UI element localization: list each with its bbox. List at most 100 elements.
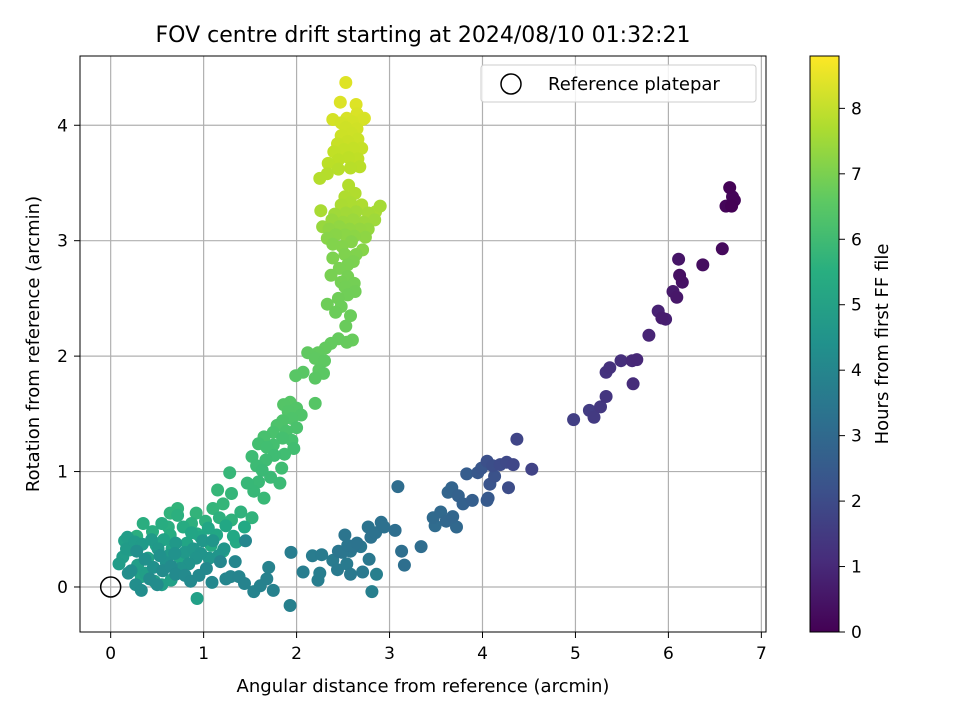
data-point <box>339 76 353 89</box>
data-point <box>333 95 347 109</box>
data-point <box>630 353 644 367</box>
data-point <box>342 151 356 165</box>
data-point <box>206 502 220 515</box>
data-point <box>723 181 737 195</box>
data-point <box>225 487 238 500</box>
data-point <box>450 520 463 534</box>
data-point <box>219 519 233 533</box>
data-point <box>155 517 169 530</box>
data-point <box>673 268 687 282</box>
data-point <box>388 523 402 537</box>
x-tick-label: 6 <box>663 644 674 664</box>
legend: Reference platepar <box>480 64 757 103</box>
chart-title: FOV centre drift starting at 2024/08/10 … <box>156 23 691 48</box>
y-tick-label: 4 <box>57 116 68 136</box>
data-point <box>313 566 327 580</box>
data-points <box>112 76 741 612</box>
x-tick-label: 0 <box>105 644 116 664</box>
data-point <box>153 549 167 563</box>
data-point <box>238 577 251 590</box>
data-point <box>205 575 219 589</box>
colorbar-label: Hours from first FF file <box>872 244 893 445</box>
data-point <box>223 466 237 480</box>
data-point <box>715 242 729 256</box>
data-point <box>377 520 391 534</box>
data-point <box>331 153 345 167</box>
data-point <box>344 309 357 323</box>
y-tick-label: 1 <box>57 463 68 483</box>
data-point <box>373 199 387 213</box>
data-point <box>350 536 364 550</box>
data-point <box>362 552 376 566</box>
colorbar-tick-label: 4 <box>851 361 862 381</box>
grid <box>80 56 766 632</box>
data-point <box>655 311 669 325</box>
data-point <box>587 410 601 424</box>
colorbar-tick-label: 1 <box>851 558 862 578</box>
x-tick-label: 5 <box>570 644 581 664</box>
data-point <box>670 290 684 304</box>
x-axis-label: Angular distance from reference (arcmin) <box>237 676 610 697</box>
data-point <box>259 453 273 467</box>
x-tick-label: 7 <box>756 644 767 664</box>
y-tick-label: 2 <box>57 347 68 367</box>
data-point <box>599 390 613 403</box>
data-point <box>368 213 382 227</box>
legend-entry-reference-platepar: Reference platepar <box>548 74 720 95</box>
data-point <box>124 564 138 578</box>
data-point <box>340 557 354 571</box>
data-point <box>672 252 686 266</box>
data-point <box>594 400 607 414</box>
data-point <box>320 297 334 311</box>
data-point <box>185 526 198 540</box>
data-point <box>211 483 225 497</box>
data-point <box>626 377 640 391</box>
data-point <box>308 371 322 385</box>
y-axis-label: Rotation from reference (arcmin) <box>23 196 44 492</box>
data-point <box>324 268 338 282</box>
data-point <box>414 540 428 554</box>
y-axis-ticks: 0 1 2 3 4 <box>57 116 80 598</box>
data-point <box>290 421 304 435</box>
colorbar-tick-label: 8 <box>851 99 862 119</box>
data-point <box>145 533 159 547</box>
data-point <box>190 592 204 605</box>
x-tick-label: 3 <box>384 644 395 664</box>
data-point <box>326 237 340 251</box>
data-point <box>289 369 303 383</box>
data-point <box>112 557 126 571</box>
data-point <box>138 552 152 566</box>
data-point <box>266 583 280 597</box>
data-point <box>169 536 183 550</box>
data-point <box>446 510 460 524</box>
data-point <box>356 565 370 579</box>
data-point <box>308 396 322 410</box>
data-point <box>262 560 276 574</box>
data-point <box>395 544 409 558</box>
data-point <box>196 534 210 548</box>
data-point <box>365 585 379 599</box>
colorbar-tick-label: 0 <box>851 623 862 643</box>
data-point <box>502 481 515 495</box>
data-point <box>329 305 343 319</box>
data-point <box>510 432 524 446</box>
data-point <box>331 162 345 176</box>
data-point <box>238 520 251 534</box>
data-point <box>725 199 739 213</box>
data-point <box>213 555 227 569</box>
data-point <box>257 491 271 505</box>
x-tick-label: 2 <box>291 644 302 664</box>
colorbar-tick-label: 7 <box>851 165 862 185</box>
data-point <box>150 578 164 592</box>
data-point <box>278 447 291 461</box>
colorbar-tick-label: 6 <box>851 230 862 250</box>
data-point <box>465 493 479 507</box>
colorbar-tick-label: 5 <box>851 296 862 316</box>
data-point <box>344 567 357 581</box>
data-point <box>283 599 297 612</box>
data-point <box>314 204 328 218</box>
data-point <box>488 469 502 483</box>
data-point <box>614 354 628 368</box>
data-point <box>344 161 357 175</box>
